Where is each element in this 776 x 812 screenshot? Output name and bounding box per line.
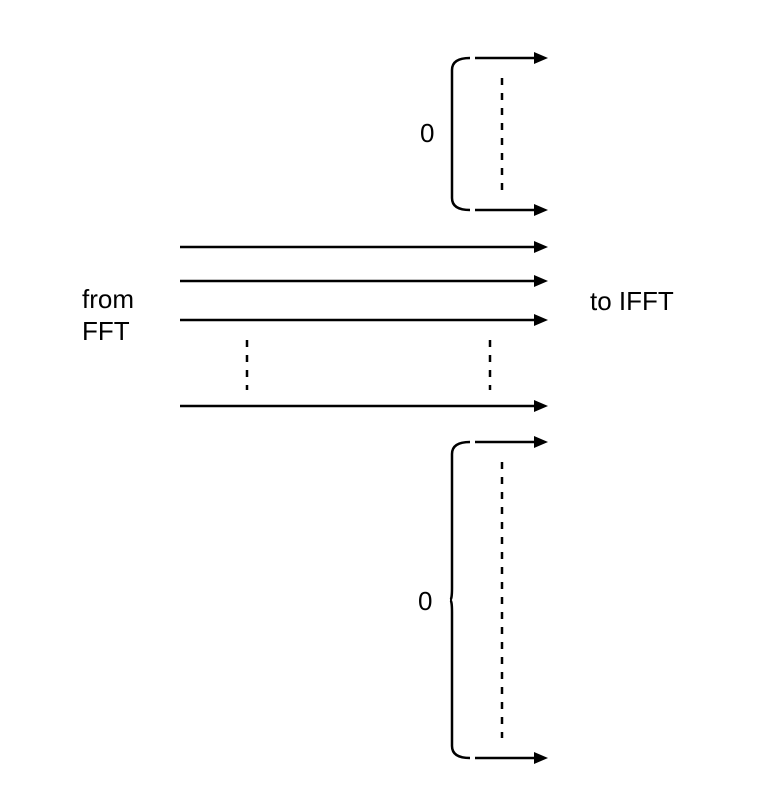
brace-top	[452, 58, 470, 210]
fft-arrow-0	[180, 241, 548, 253]
label-zero-top: 0	[420, 118, 434, 148]
label-fft: FFT	[82, 316, 130, 346]
zero-bottom-arrow-last	[475, 752, 548, 764]
label-to-ifft: to IFFT	[590, 286, 674, 316]
zero-bottom-arrow-first	[475, 436, 548, 448]
zero-top-arrow-last	[475, 204, 548, 216]
fft-arrow-3	[180, 400, 548, 412]
zero-top-arrow-first	[475, 52, 548, 64]
label-from: from	[82, 284, 134, 314]
fft-arrow-1	[180, 275, 548, 287]
label-zero-bottom: 0	[418, 586, 432, 616]
fft-arrow-2	[180, 314, 548, 326]
brace-bottom	[450, 442, 470, 758]
